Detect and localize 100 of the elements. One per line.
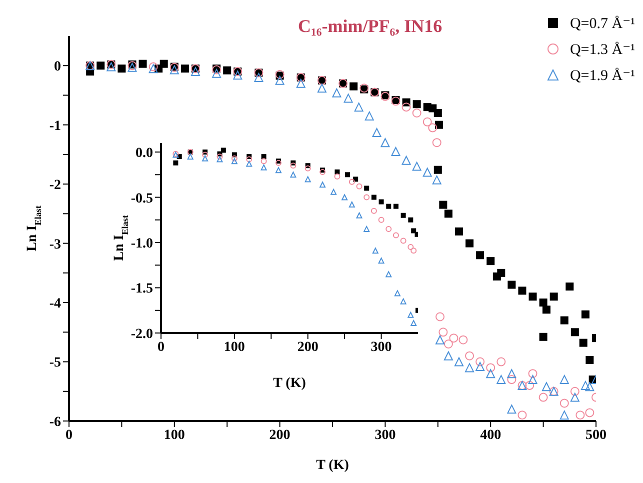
point [392, 232, 399, 238]
point [408, 217, 414, 222]
x-axis-title: T (K) [273, 376, 306, 391]
x-tick-label: 200 [297, 340, 318, 355]
point [386, 271, 392, 278]
x-tick-label: 500 [586, 428, 606, 443]
point [330, 188, 337, 195]
point [260, 158, 267, 164]
point [317, 84, 326, 93]
y-tick-label: -2 [49, 178, 61, 194]
point [202, 152, 208, 158]
point [356, 183, 362, 190]
point [444, 340, 453, 348]
point [518, 410, 527, 420]
point [570, 392, 580, 402]
point [518, 286, 526, 295]
point [465, 351, 474, 360]
legend-label: Q=1.9 Å⁻¹ [570, 66, 635, 84]
point [345, 172, 350, 178]
point [576, 410, 585, 420]
point [96, 62, 105, 70]
point [386, 204, 392, 209]
point [434, 120, 443, 129]
x-tick-label: 300 [374, 428, 396, 443]
point [496, 357, 506, 366]
point [370, 208, 377, 214]
point [408, 312, 414, 318]
point [190, 67, 200, 76]
point [334, 173, 340, 180]
point [202, 155, 208, 162]
point [507, 369, 516, 378]
y-tick-label: -2.0 [130, 326, 153, 342]
point [570, 386, 580, 396]
point [566, 282, 574, 291]
point [579, 338, 588, 347]
point [412, 108, 422, 118]
point [378, 258, 384, 264]
point [233, 70, 242, 80]
point [304, 176, 311, 182]
point [486, 257, 495, 266]
y-tick-label: -1.5 [130, 282, 153, 297]
point [528, 369, 538, 378]
y-tick-label: 0.0 [136, 146, 153, 162]
point [454, 227, 463, 236]
point [180, 64, 189, 73]
point [412, 162, 422, 171]
point [476, 362, 485, 372]
point [476, 357, 485, 366]
y-tick-label: -4 [49, 296, 61, 312]
point [170, 65, 179, 74]
point [408, 244, 414, 250]
point [434, 166, 442, 174]
point [246, 156, 252, 162]
point [231, 155, 238, 162]
x-tick-label: 200 [269, 428, 290, 443]
point [508, 280, 516, 289]
point [160, 60, 168, 68]
point [528, 292, 537, 301]
point [542, 382, 551, 392]
point [216, 154, 223, 160]
point [342, 194, 348, 200]
point [386, 226, 392, 232]
point [581, 310, 590, 318]
point [394, 290, 400, 296]
point [436, 312, 445, 322]
point [444, 351, 453, 360]
point [348, 178, 355, 185]
point [454, 357, 464, 366]
point [332, 88, 342, 98]
point [507, 404, 516, 414]
point [538, 392, 548, 402]
point [275, 76, 284, 85]
point [231, 158, 238, 164]
point [486, 369, 496, 378]
point [585, 382, 594, 392]
point [254, 72, 264, 82]
point [364, 186, 370, 191]
point [320, 182, 326, 188]
point [434, 109, 442, 117]
point [216, 156, 223, 162]
y-tick-label: -5 [49, 356, 61, 371]
legend-label: Q=0.7 Å⁻¹ [570, 14, 635, 32]
point [465, 363, 474, 372]
point [223, 66, 232, 74]
point [372, 248, 378, 254]
point [528, 375, 538, 384]
point [444, 210, 452, 218]
x-tick-label: 100 [224, 340, 245, 355]
point [411, 228, 416, 234]
point [402, 102, 411, 112]
point [550, 292, 558, 301]
point [432, 138, 442, 148]
point [354, 102, 364, 112]
x-tick-label: 0 [66, 428, 72, 443]
point [304, 165, 311, 172]
point [525, 380, 534, 390]
point [371, 194, 376, 200]
point [391, 147, 400, 156]
point [476, 251, 484, 260]
chart-title: C₁₆-mim/PF₆, IN16 [298, 16, 442, 37]
